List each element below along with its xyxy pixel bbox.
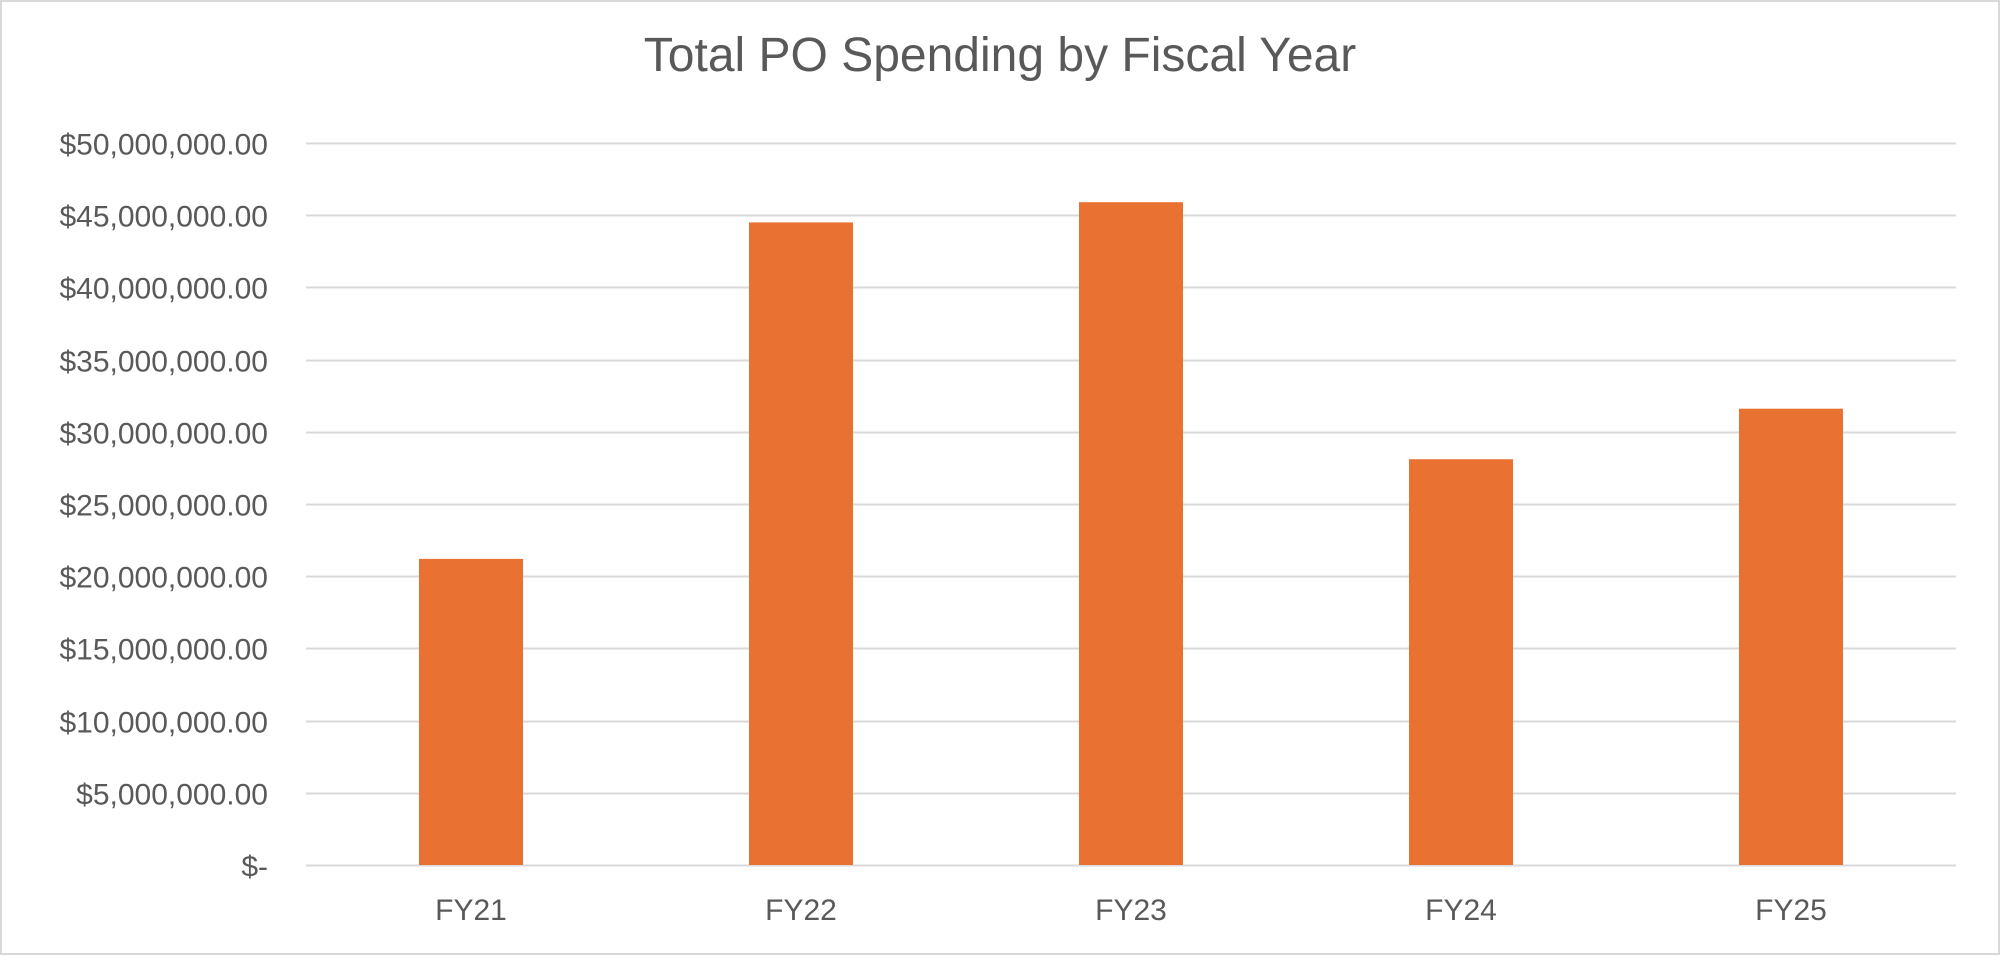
x-tick-label: FY23	[1095, 894, 1167, 927]
x-axis-tick-labels: FY21 FY22 FY23 FY24 FY25	[435, 894, 1827, 927]
x-tick-label: FY25	[1755, 894, 1827, 927]
y-tick-label: $15,000,000.00	[59, 634, 268, 667]
bar-fy25	[1739, 408, 1843, 865]
bars	[419, 202, 1843, 866]
x-tick-label: FY22	[765, 894, 837, 927]
y-tick-label: $25,000,000.00	[59, 490, 268, 523]
y-tick-label: $-	[241, 851, 268, 884]
y-tick-label: $5,000,000.00	[76, 779, 268, 812]
y-tick-label: $45,000,000.00	[59, 201, 268, 234]
bar-fy21	[419, 558, 523, 865]
x-tick-label: FY21	[435, 894, 507, 927]
chart-title: Total PO Spending by Fiscal Year	[643, 29, 1357, 82]
bar-fy24	[1409, 459, 1513, 865]
y-tick-label: $20,000,000.00	[59, 562, 268, 595]
x-tick-label: FY24	[1425, 894, 1497, 927]
y-tick-label: $40,000,000.00	[59, 273, 268, 306]
y-tick-label: $30,000,000.00	[59, 418, 268, 451]
bar-fy23	[1079, 202, 1183, 866]
y-axis-tick-labels: $- $5,000,000.00 $10,000,000.00 $15,000,000…	[59, 129, 268, 884]
y-tick-label: $50,000,000.00	[59, 129, 268, 162]
bar-fy22	[749, 222, 853, 866]
y-tick-label: $10,000,000.00	[59, 707, 268, 740]
y-tick-label: $35,000,000.00	[59, 346, 268, 379]
